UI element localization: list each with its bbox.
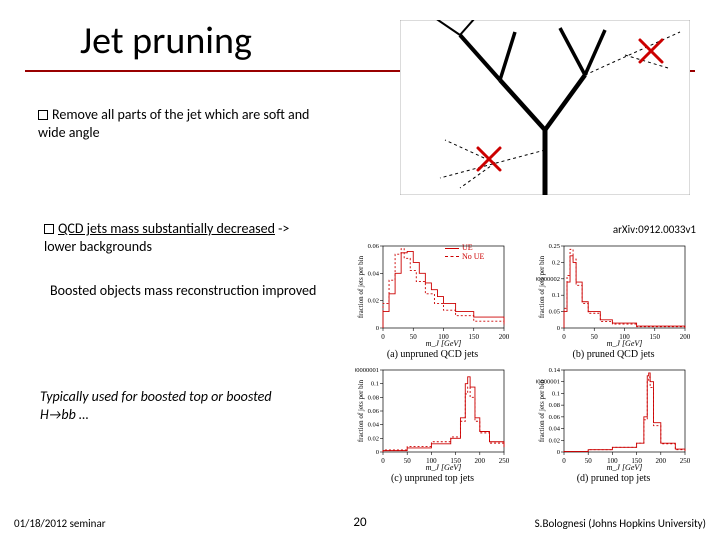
chart-grid: 05010015020000.020.040.06m_J [GeV]fracti…	[355, 240, 705, 488]
svg-text:0.2: 0.2	[552, 259, 560, 266]
svg-text:fraction of jets per bin: fraction of jets per bin	[538, 379, 546, 442]
bullet-text: Remove all parts of the jet which are so…	[38, 106, 309, 141]
jet-pruning-diagram	[400, 20, 690, 195]
svg-text:m_J [GeV]: m_J [GeV]	[607, 463, 643, 472]
svg-text:0.08: 0.08	[549, 402, 560, 409]
svg-text:m_J [GeV]: m_J [GeV]	[426, 463, 462, 472]
svg-text:250: 250	[499, 457, 510, 465]
svg-text:0.04: 0.04	[368, 270, 380, 277]
footer-pagenum: 20	[353, 515, 366, 530]
svg-text:0.06: 0.06	[368, 243, 380, 250]
svg-text:0: 0	[557, 449, 560, 456]
bullet-qcd-mass: QCD jets mass substantially decreased ->…	[44, 220, 304, 255]
svg-text:0.02: 0.02	[368, 435, 379, 442]
svg-text:fraction of jets per bin: fraction of jets per bin	[357, 379, 365, 442]
svg-text:m_J [GeV]: m_J [GeV]	[607, 339, 643, 348]
svg-text:0.1: 0.1	[371, 381, 379, 388]
svg-text:150: 150	[469, 333, 480, 341]
svg-text:0.04: 0.04	[368, 422, 380, 429]
svg-text:200: 200	[475, 457, 486, 465]
svg-text:200: 200	[656, 457, 667, 465]
svg-text:50: 50	[404, 457, 412, 465]
svg-text:fraction of jets per bin: fraction of jets per bin	[538, 255, 546, 318]
svg-text:fraction of jets per bin: fraction of jets per bin	[357, 255, 365, 318]
chart-c-caption: (c) unpruned top jets	[355, 473, 510, 484]
svg-text:0: 0	[376, 449, 379, 456]
svg-text:0.1: 0.1	[552, 292, 560, 299]
svg-text:50: 50	[585, 457, 593, 465]
svg-text:0.14: 0.14	[549, 367, 561, 374]
chart-b-caption: (b) pruned QCD jets	[536, 349, 691, 360]
bullet-text-underline: QCD jets mass substantially decreased	[58, 220, 275, 237]
chart-b: 05010015020000.050.10.150000000000000020…	[536, 240, 691, 360]
svg-text:0: 0	[562, 333, 566, 341]
bullet-remove-parts: Remove all parts of the jet which are so…	[38, 106, 318, 141]
svg-text:0.08: 0.08	[368, 394, 379, 401]
chart-d: 05010015020025000.020.040.060.080.10.120…	[536, 364, 691, 484]
bullet-typical-use: Typically used for boosted top or booste…	[40, 388, 300, 424]
svg-text:150: 150	[650, 333, 661, 341]
bullet-icon	[38, 110, 48, 120]
footer-author: S.Bolognesi (Johns Hopkins University)	[535, 517, 706, 530]
svg-text:0: 0	[376, 325, 379, 332]
svg-text:200: 200	[499, 333, 510, 341]
svg-text:0.1: 0.1	[552, 390, 560, 397]
svg-text:0: 0	[557, 325, 560, 332]
svg-text:0.06: 0.06	[368, 408, 380, 415]
svg-text:0.06: 0.06	[549, 414, 561, 421]
page-title: Jet pruning	[80, 18, 252, 64]
arxiv-ref: arXiv:0912.0033v1	[613, 223, 696, 236]
svg-text:0.02: 0.02	[549, 437, 560, 444]
svg-text:50: 50	[591, 333, 599, 341]
svg-text:0: 0	[562, 457, 566, 465]
svg-text:0: 0	[381, 457, 385, 465]
svg-text:0.25: 0.25	[549, 243, 560, 250]
footer-date: 01/18/2012 seminar	[14, 517, 106, 530]
svg-text:m_J [GeV]: m_J [GeV]	[426, 339, 462, 348]
svg-text:0.12000000000000001: 0.12000000000000001	[355, 367, 379, 374]
bullet-text: Typically used for boosted top or booste…	[40, 388, 272, 423]
bullet-text: Boosted objects mass reconstruction impr…	[50, 282, 316, 299]
svg-text:0: 0	[381, 333, 385, 341]
bullet-boosted-reco: Boosted objects mass reconstruction impr…	[50, 282, 320, 300]
chart-a: 05010015020000.020.040.06m_J [GeV]fracti…	[355, 240, 510, 360]
svg-text:0.05: 0.05	[549, 309, 560, 316]
chart-d-caption: (d) pruned top jets	[536, 473, 691, 484]
chart-a-caption: (a) unpruned QCD jets	[355, 349, 510, 360]
bullet-icon	[44, 224, 54, 234]
svg-text:0.04: 0.04	[549, 426, 561, 433]
svg-text:250: 250	[680, 457, 691, 465]
svg-text:200: 200	[680, 333, 691, 341]
svg-text:50: 50	[410, 333, 418, 341]
svg-text:0.02: 0.02	[368, 298, 379, 305]
chart-c: 05010015020025000.020.040.060.080.10.120…	[355, 364, 510, 484]
